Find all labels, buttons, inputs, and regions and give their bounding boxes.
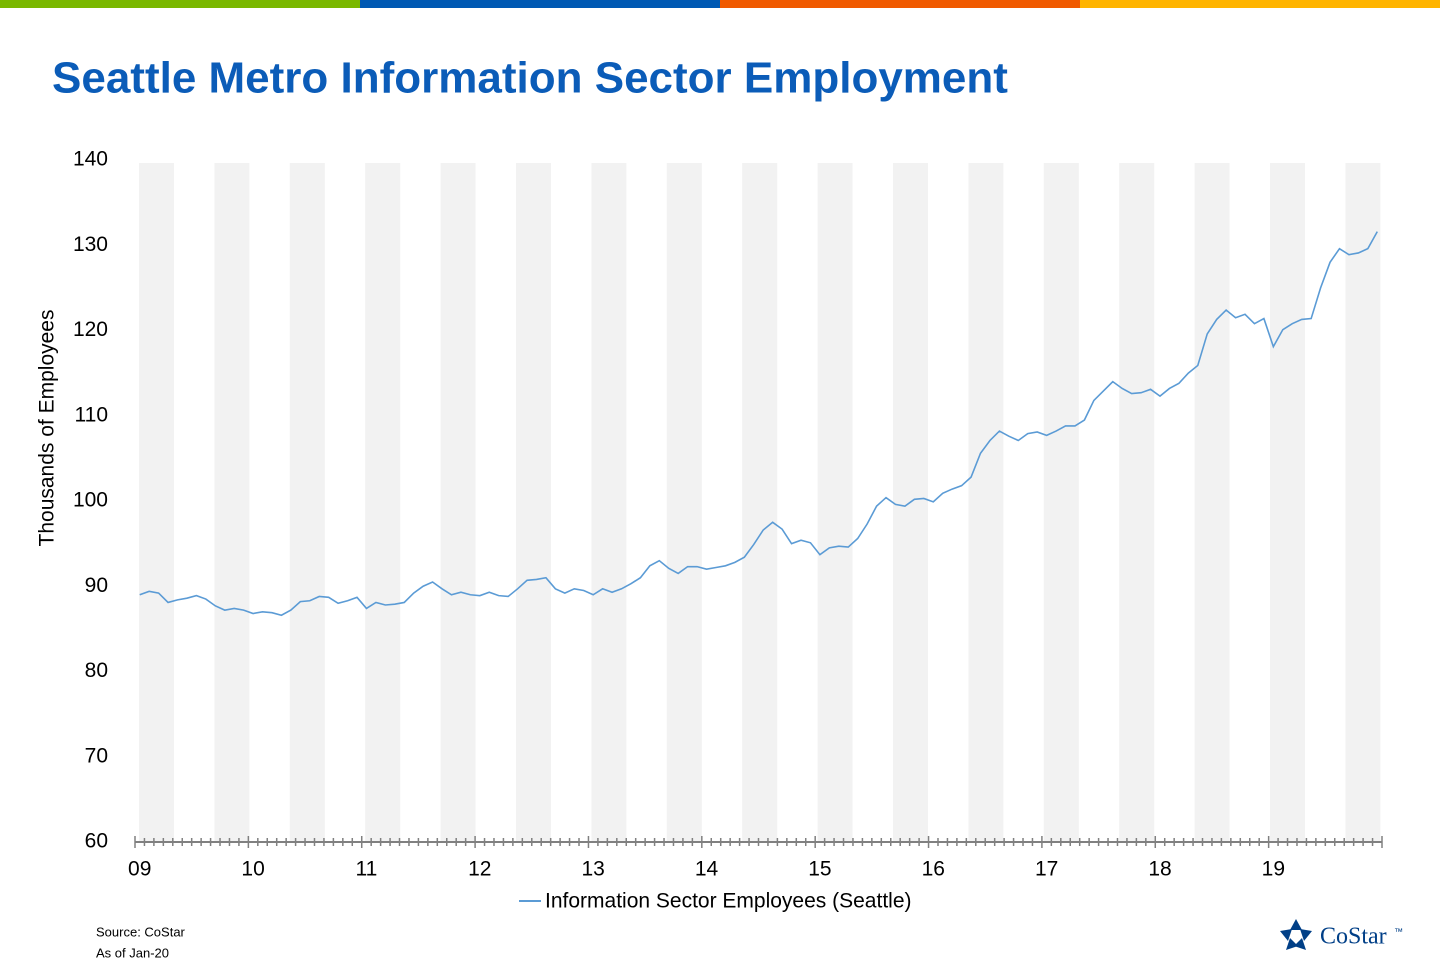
logo-text: CoStar <box>1320 924 1387 950</box>
chart-title: Seattle Metro Information Sector Employm… <box>52 54 1008 103</box>
source: Source: CoStar <box>96 924 186 939</box>
background-band <box>968 163 1004 842</box>
y-tick-label: 130 <box>73 233 108 256</box>
background-band <box>440 163 476 842</box>
background-band <box>1345 163 1381 842</box>
as-of: As of Jan-20 <box>96 945 169 960</box>
logo-icon <box>1280 919 1312 950</box>
x-tick-label: 15 <box>808 858 831 881</box>
background-band <box>666 163 702 842</box>
x-tick-label: 18 <box>1148 858 1171 881</box>
logo-mark: ™ <box>1394 926 1403 936</box>
line <box>139 231 1378 617</box>
background-band <box>365 163 401 842</box>
y-tick-label: 140 <box>73 148 108 171</box>
x-tick-label: 14 <box>695 858 719 881</box>
top-bar <box>0 0 360 8</box>
background-band <box>742 163 778 842</box>
x-tick-label: 16 <box>922 858 945 881</box>
y-tick-label: 60 <box>85 830 108 853</box>
background-band <box>516 163 551 842</box>
y-tick-label: 100 <box>73 489 108 512</box>
x-tick-label: 19 <box>1262 858 1285 881</box>
x-tick-label: 10 <box>241 858 264 881</box>
y-tick-label: 110 <box>75 403 108 426</box>
top-bar <box>360 0 720 8</box>
x-tick-label: 13 <box>581 858 604 881</box>
x-tick-label: 09 <box>128 858 151 881</box>
x-tick-label: 11 <box>356 858 378 881</box>
background-band <box>289 163 325 842</box>
background-band <box>1270 163 1305 842</box>
background-band <box>1194 163 1230 842</box>
background-band <box>139 163 174 842</box>
y-tick-label: 70 <box>85 744 108 767</box>
y-tick-label: 80 <box>85 659 108 682</box>
x-tick-label: 17 <box>1035 858 1058 881</box>
top-bar <box>1080 0 1440 8</box>
y-tick-label: 90 <box>85 574 108 597</box>
background-band <box>214 163 250 842</box>
y-axis-label: Thousands of Employees <box>36 310 59 547</box>
background-band <box>1043 163 1079 842</box>
top-bar <box>720 0 1080 8</box>
background-band <box>817 163 853 842</box>
x-tick-label: 12 <box>468 858 491 881</box>
y-tick-label: 120 <box>73 318 108 341</box>
background-band <box>1119 163 1155 842</box>
legend-label: Information Sector Employees (Seattle) <box>545 890 912 913</box>
background-band <box>591 163 627 842</box>
